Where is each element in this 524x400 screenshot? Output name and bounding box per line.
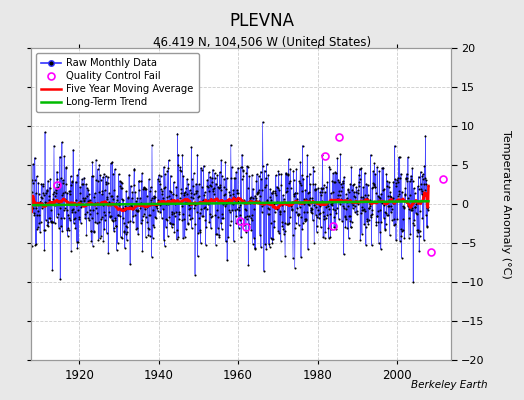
Y-axis label: Temperature Anomaly (°C): Temperature Anomaly (°C) (501, 130, 511, 278)
Text: Berkeley Earth: Berkeley Earth (411, 380, 487, 390)
Legend: Raw Monthly Data, Quality Control Fail, Five Year Moving Average, Long-Term Tren: Raw Monthly Data, Quality Control Fail, … (37, 53, 199, 112)
Text: PLEVNA: PLEVNA (230, 12, 294, 30)
Text: 46.419 N, 104.506 W (United States): 46.419 N, 104.506 W (United States) (153, 36, 371, 49)
